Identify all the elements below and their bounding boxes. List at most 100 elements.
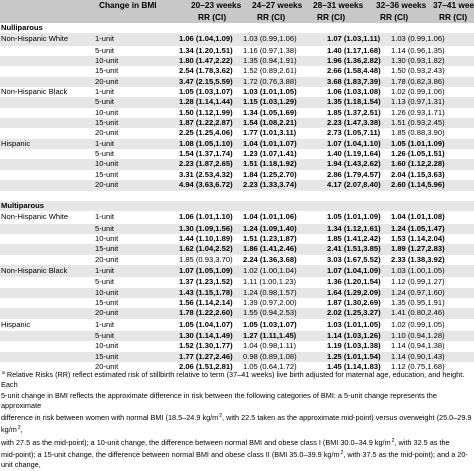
empty-cell xyxy=(327,23,387,33)
empty-cell xyxy=(0,118,91,129)
empty-cell xyxy=(387,23,474,33)
change-cell: 1-unit xyxy=(91,264,179,278)
spacer-cell xyxy=(0,191,91,201)
table-row: 20-unit 1.85 (0.93,3.70) 2.24 (1.36,3.68) 3… xyxy=(0,255,474,265)
spacer-cell xyxy=(327,191,387,201)
rr-cell: 1.05 (1.01,1.09) xyxy=(327,212,381,222)
rr-cell: 1.55 (0.94,2.53) xyxy=(237,308,327,319)
footnote-text: mid-point); a 15-unit change, the differ… xyxy=(1,450,340,460)
table-row: 15-unit 1.62 (1.04,2.52) 1.86 (1.41,2.46) 2… xyxy=(0,244,474,255)
rr-cell: 3.31 (2.53,4.32) xyxy=(179,169,233,179)
change-cell: 10-unit xyxy=(91,287,179,298)
rr-cell: 1.80 (1.47,2.22) xyxy=(179,56,237,67)
table-row: 5-unit 1.30 (1.09,1.56) 1.24 (1.09,1.40) 1.… xyxy=(0,223,474,234)
rr-cell: 1.84 (1.25,2.70) xyxy=(243,169,297,179)
rr-cell: 1.52 (1.30,1.77) xyxy=(179,341,233,351)
table-row: Non-Hispanic White 1-unit 1.06 (1.04,1.09)… xyxy=(0,33,474,46)
table-row: 20-unit 3.47 (2.15,5.59) 1.72 (0.76,3.88) 3… xyxy=(0,76,474,88)
rr-cell: 2.23 (1.33,3.74) xyxy=(237,180,327,191)
table-row: Hispanic 1-unit 1.08 (1.05,1.10) 1.04 (1.01… xyxy=(0,138,474,150)
table-row: 10-unit 1.44 (1.10,1.89) 1.51 (1.23,1.87) 1… xyxy=(0,234,474,244)
rr-cell: 2.73 (1.05,7.11) xyxy=(327,128,381,138)
footnote-line: 5-unit change in BMI reflects the approx… xyxy=(1,391,473,412)
change-cell: 20-unit xyxy=(95,254,119,264)
footnote-line: difference in risk between women with no… xyxy=(1,411,473,436)
footnote-line: mid-point); a 15-unit change, the differ… xyxy=(1,448,473,471)
empty-cell xyxy=(0,66,91,76)
rr-cell: 2.23 (1.47,3.38) xyxy=(327,118,387,129)
rr-cell: 1.06 (1.04,1.09) xyxy=(179,33,237,46)
empty-cell xyxy=(327,200,387,212)
group-row: Nulliparous xyxy=(0,23,474,33)
group-row: Multiparous xyxy=(0,200,474,212)
table-footnote: a Relative Risks (RR) reflect estimated … xyxy=(0,368,473,471)
rr-cell: 1.30 (1.09,1.56) xyxy=(179,223,237,234)
rr-cell: 2.06 (1.51,2.81) xyxy=(179,362,233,371)
table-row: 5-unit 1.28 (1.14,1.44) 1.15 (1.03,1.29) 1.… xyxy=(0,97,474,108)
rr-cell: 1.77 (1.01,3.11) xyxy=(243,128,297,138)
empty-cell xyxy=(0,244,91,255)
rr-cell: 1.07 (1.04,1.10) xyxy=(327,138,387,150)
rr-cell: 1.06 (1.03,1.08) xyxy=(327,87,381,97)
rr-cell: 1.02 (0.99,1.05) xyxy=(391,319,445,329)
empty-cell xyxy=(387,200,474,212)
table-row: Non-Hispanic White 1-unit 1.06 (1.01,1.10)… xyxy=(0,211,474,223)
empty-cell xyxy=(0,170,91,180)
header-rr-label-1: RR (CI) xyxy=(198,12,227,22)
table-row: 20-unit 2.25 (1.25,4.06) 1.77 (1.01,3.11) 2… xyxy=(0,128,474,138)
header-rr-label-5: RR (CI) xyxy=(439,12,468,22)
rr-cell: 1.78 (0.82,3.86) xyxy=(387,76,474,88)
rr-cell: 1.45 (1.14,1.83) xyxy=(327,362,381,371)
rr-cell: 1.86 (1.41,2.46) xyxy=(237,244,327,255)
change-cell: 5-unit xyxy=(91,97,179,108)
rr-cell: 1.87 (1.30,2.69) xyxy=(327,297,381,307)
empty-cell xyxy=(0,128,91,138)
change-cell: 20-unit xyxy=(91,76,179,88)
header-change-label: Change in BMI xyxy=(99,0,157,10)
subgroup-label: Hispanic xyxy=(1,319,31,329)
footnote-text: Relative Risks (RR) reflect estimated ri… xyxy=(1,370,465,390)
table-row: 10-unit 1.43 (1.15,1.78) 1.24 (0.98,1.57) 1… xyxy=(0,287,474,298)
table-row: 10-unit 1.80 (1.47,2.22) 1.35 (0.94,1.91) 1… xyxy=(0,56,474,67)
change-cell: 1-unit xyxy=(95,87,114,97)
header-rr-label-2: RR (CI) xyxy=(257,12,286,22)
table-row: 10-unit 1.52 (1.30,1.77) 1.04 (0.98,1.11) 1… xyxy=(0,341,474,351)
empty-cell xyxy=(91,200,179,212)
change-cell: 15-unit xyxy=(95,66,119,76)
table-row: 10-unit 1.50 (1.12,1.99) 1.34 (1.05,1.69) 1… xyxy=(0,108,474,118)
rr-cell: 1.85 (0.93,3.70) xyxy=(179,254,233,264)
rr-cell: 2.41 (1.51,3.85) xyxy=(327,244,387,255)
rr-cell: 1.87 (1.22,2.87) xyxy=(179,118,237,129)
rr-cell: 1.04 (1.01,1.06) xyxy=(243,212,297,222)
footnote-line: a Relative Risks (RR) reflect estimated … xyxy=(1,368,473,391)
change-cell: 5-unit xyxy=(91,330,179,342)
rr-cell: 1.53 (1.14,2.04) xyxy=(391,233,445,243)
rr-cell: 1.02 (0.99,1.06) xyxy=(391,87,445,97)
footnote-line: with 27.5 as the mid-point); a 10-unit c… xyxy=(1,436,473,448)
table-row: 5-unit 1.37 (1.23,1.52) 1.11 (1.00,1.23) 1.… xyxy=(0,277,474,287)
rr-cell: 1.03 (0.99,1.06) xyxy=(237,33,327,46)
rr-cell: 1.51 (1.18,1.92) xyxy=(237,159,327,170)
rr-cell: 1.64 (1.29,2.09) xyxy=(327,287,387,298)
rr-cell: 1.03 (1.01,1.05) xyxy=(327,319,381,329)
empty-cell xyxy=(237,23,327,33)
rr-cell: 1.14 (1.03,1.26) xyxy=(327,330,387,342)
change-cell: 1-unit xyxy=(91,138,179,150)
change-cell: 15-unit xyxy=(95,169,119,179)
empty-cell xyxy=(0,180,91,191)
table-row: 10-unit 2.23 (1.87,2.65) 1.51 (1.18,1.92) 1… xyxy=(0,159,474,170)
table-row: 5-unit 1.30 (1.14,1.49) 1.27 (1.11,1.45) 1.… xyxy=(0,330,474,342)
rr-cell: 3.03 (1.67,5.52) xyxy=(327,254,381,264)
rr-cell: 1.34 (1.20,1.51) xyxy=(179,45,233,55)
spacer-cell xyxy=(179,191,237,201)
footnote-text: 5-unit change in BMI reflects the approx… xyxy=(1,390,437,410)
rr-cell: 1.34 (1.12,1.61) xyxy=(327,223,387,234)
change-cell: 5-unit xyxy=(91,223,179,234)
change-cell: 10-unit xyxy=(91,56,179,67)
footnote-text: , xyxy=(20,425,23,435)
empty-cell xyxy=(0,287,91,298)
rr-cell: 1.15 (1.03,1.29) xyxy=(237,97,327,108)
rr-cell: 1.16 (0.97,1.38) xyxy=(243,45,297,55)
rr-cell: 1.51 (0.93,2.45) xyxy=(387,118,474,129)
change-cell: 1-unit xyxy=(95,212,114,222)
